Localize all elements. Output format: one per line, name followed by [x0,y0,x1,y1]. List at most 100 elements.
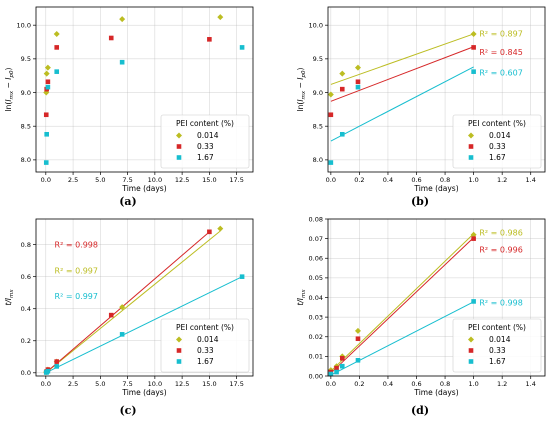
legend-box [452,318,542,373]
data-point-0.33 [54,359,60,364]
data-point-0.014 [217,14,224,21]
legend-entry-1.67: 1.67 [489,153,506,162]
y-axis-label: ln(Imx​ − Ip0​) [4,68,15,112]
x-tick-label: 0.0 [41,380,51,388]
y-tick-label: 0.0 [21,369,31,377]
y-tick-label: 0.8 [21,241,31,249]
legend-box [160,318,250,373]
y-tick-label: 0.02 [309,333,323,341]
data-point-0.33 [355,79,361,85]
y-axis-label: t/Imx​ [4,289,15,306]
data-point-0.014 [53,30,60,37]
y-axis-label: ln(Imx​ − Ip0​) [296,68,307,112]
x-tick-label: 0.0 [326,380,336,388]
legend-marker-0.33 [176,348,182,353]
y-tick-label: 8.5 [21,123,31,131]
data-point-1.67 [54,364,60,369]
legend-marker-0.014 [468,132,474,139]
x-tick-label: 5.0 [95,380,105,388]
data-point-0.33 [43,112,49,118]
fit-line-1.67 [330,301,474,376]
data-point-0.014 [43,70,50,77]
fit-line-0.014 [330,33,474,85]
fit-line-0.33 [330,46,474,102]
data-point-1.67 [328,160,334,165]
x-tick-label: 12.5 [175,176,189,184]
r-squared-label: R² = 0.996 [479,245,522,254]
legend-title: PEI content (%) [468,323,526,332]
data-point-1.67 [44,131,49,137]
data-point-1.67 [328,371,334,377]
x-tick-label: 0.8 [440,380,450,388]
legend-entry-1.67: 1.67 [197,357,214,366]
r-squared-label: R² = 0.986 [479,229,522,238]
r-squared-label: R² = 0.607 [479,68,522,77]
data-point-1.67 [471,69,476,74]
legend-entry-0.33: 0.33 [197,346,214,355]
data-point-1.67 [119,59,125,65]
x-axis-label: Time (days) [121,388,166,397]
data-point-0.33 [45,79,51,85]
r-squared-label: R² = 0.998 [479,298,522,307]
legend-marker-0.33 [468,144,474,149]
y-tick-label: 8.0 [313,156,323,164]
y-tick-label: 0.6 [21,273,31,281]
x-tick-label: 5.0 [95,176,105,184]
x-tick-label: 0.2 [354,176,364,184]
data-point-0.33 [54,45,60,50]
legend-marker-0.33 [176,144,182,149]
fit-line-1.67 [330,66,474,142]
data-point-1.67 [45,84,51,90]
y-axis-label: t/Imx​ [296,289,307,306]
legend-title: PEI content (%) [468,119,526,128]
x-tick-label: 1.4 [526,176,536,184]
data-point-0.014 [119,304,126,311]
data-point-1.67 [45,368,51,374]
legend-title: PEI content (%) [176,119,234,128]
data-point-0.33 [355,336,361,342]
x-tick-label: 0.0 [41,176,51,184]
data-point-0.014 [354,64,361,71]
fit-line-0.33 [45,231,210,374]
data-point-0.33 [108,35,114,41]
data-point-0.014 [217,225,224,232]
x-tick-label: 1.0 [468,176,478,184]
data-point-0.014 [354,327,361,334]
x-tick-label: 0.4 [383,176,393,184]
x-axis-label: Time (days) [413,388,458,397]
data-point-0.014 [339,70,346,77]
data-point-0.33 [207,37,212,42]
y-tick-label: 9.0 [21,89,31,97]
data-point-1.67 [239,274,245,279]
x-tick-label: 1.0 [468,380,478,388]
y-tick-label: 0.04 [309,294,323,302]
x-tick-label: 2.5 [68,176,78,184]
data-point-0.33 [471,45,476,50]
fit-line-0.014 [45,230,221,374]
fit-line-1.67 [45,276,243,374]
legend-marker-0.014 [176,132,182,139]
plot-frame [35,218,254,377]
data-point-0.014 [470,231,477,238]
x-tick-label: 0.4 [383,380,393,388]
x-tick-label: 15.0 [202,176,216,184]
y-tick-label: 8.0 [21,156,31,164]
x-tick-label: 0.2 [354,380,364,388]
data-point-0.33 [328,112,334,118]
legend-entry-0.014: 0.014 [489,335,511,344]
panel-c: 0.0 2.5 5.0 7.5 10.0 12.5 15.0 17.5 0.0 0.2 0.4 0.6… [4,218,254,417]
legend: PEI content (%) 0.014 0.33 1.67 [160,114,250,169]
legend: PEI content (%) 0.014 0.33 1.67 [160,318,250,373]
legend-entry-0.33: 0.33 [489,346,506,355]
plot-frame [35,6,254,173]
x-tick-label: 10.0 [148,380,162,388]
legend-entry-1.67: 1.67 [489,357,506,366]
x-tick-label: 0.8 [440,176,450,184]
legend-marker-1.67 [468,359,474,364]
y-tick-label: 0.2 [21,337,31,345]
legend-box [160,114,250,169]
x-tick-label: 0.6 [411,380,421,388]
data-point-0.33 [471,236,476,241]
x-tick-label: 10.0 [148,176,162,184]
panel-label: (b) [411,195,429,208]
